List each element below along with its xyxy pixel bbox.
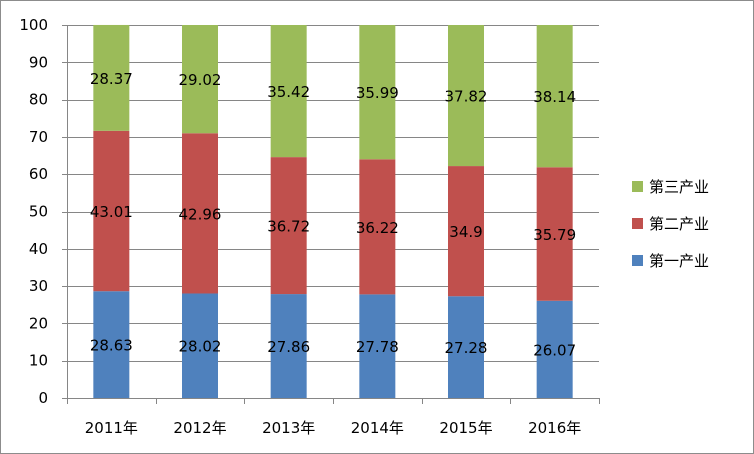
x-tick-label: 2012年 <box>173 419 226 437</box>
y-tick-label: 100 <box>19 16 48 34</box>
bar-segment <box>93 291 130 398</box>
x-tick-label: 2016年 <box>528 419 581 437</box>
data-label: 27.86 <box>267 338 310 356</box>
x-tick-label: 2014年 <box>351 419 404 437</box>
bar-segment <box>448 166 484 297</box>
x-tick-label: 2011年 <box>85 419 138 437</box>
y-tick-label: 40 <box>29 240 48 258</box>
y-axis-ticks: 0 10 20 30 40 50 60 70 80 90 100 <box>19 16 48 407</box>
gridlines <box>67 25 599 362</box>
y-tick-label: 20 <box>29 314 48 332</box>
data-label: 29.02 <box>179 71 222 89</box>
bar-segment <box>536 300 573 398</box>
bar-segment <box>270 294 307 398</box>
data-label: 42.96 <box>179 205 222 223</box>
x-axis-ticks: 2011年 2012年 2013年 2014年 2015年 2016年 <box>85 419 582 437</box>
y-tick-label: 0 <box>38 389 48 407</box>
bar-segment <box>359 294 396 398</box>
bar-segment <box>536 25 573 168</box>
data-label: 36.72 <box>267 218 310 236</box>
legend-label: 第二产业 <box>649 215 709 233</box>
data-label: 43.01 <box>90 203 133 221</box>
bar-segment <box>182 133 218 294</box>
data-label: 28.63 <box>90 337 133 355</box>
x-tick-label: 2013年 <box>262 419 315 437</box>
legend-swatch <box>632 255 643 266</box>
data-label: 35.79 <box>533 226 576 244</box>
data-label: 38.14 <box>533 88 576 106</box>
legend-label: 第三产业 <box>649 178 709 196</box>
y-tick-label: 90 <box>29 53 48 71</box>
bar-segment <box>359 159 396 295</box>
y-tick-label: 80 <box>29 91 48 109</box>
bar-segment <box>93 130 130 292</box>
bar-segment <box>536 167 573 301</box>
data-label: 26.07 <box>533 341 576 359</box>
data-label: 35.42 <box>267 83 310 101</box>
y-tick-label: 60 <box>29 165 48 183</box>
bar-segment <box>270 157 307 295</box>
data-label: 36.22 <box>356 219 399 237</box>
data-label: 27.28 <box>445 339 488 357</box>
data-labels: 28.63 43.01 28.37 28.02 42.96 29.02 27.86 36.72… <box>90 70 576 360</box>
bar-segment <box>182 25 218 134</box>
data-label: 35.99 <box>356 84 399 102</box>
y-tick-label: 30 <box>29 277 48 295</box>
bar-segment <box>448 25 484 167</box>
bar-segment <box>93 24 130 131</box>
legend-swatch <box>632 218 643 229</box>
bar-segment <box>270 25 307 158</box>
data-label: 28.37 <box>90 70 133 88</box>
data-label: 37.82 <box>445 88 488 106</box>
legend-swatch <box>632 181 643 192</box>
axes <box>62 25 600 404</box>
bar-segment <box>182 293 218 398</box>
bar-segment <box>448 296 484 398</box>
bar-segment <box>359 25 396 160</box>
data-label: 28.02 <box>179 338 222 356</box>
y-tick-label: 70 <box>29 128 48 146</box>
x-tick-label: 2015年 <box>439 419 492 437</box>
y-tick-label: 50 <box>29 203 48 221</box>
bars <box>93 24 573 398</box>
y-tick-label: 10 <box>29 352 48 370</box>
legend-label: 第一产业 <box>649 252 709 270</box>
data-label: 27.78 <box>356 338 399 356</box>
data-label: 34.9 <box>449 223 482 241</box>
